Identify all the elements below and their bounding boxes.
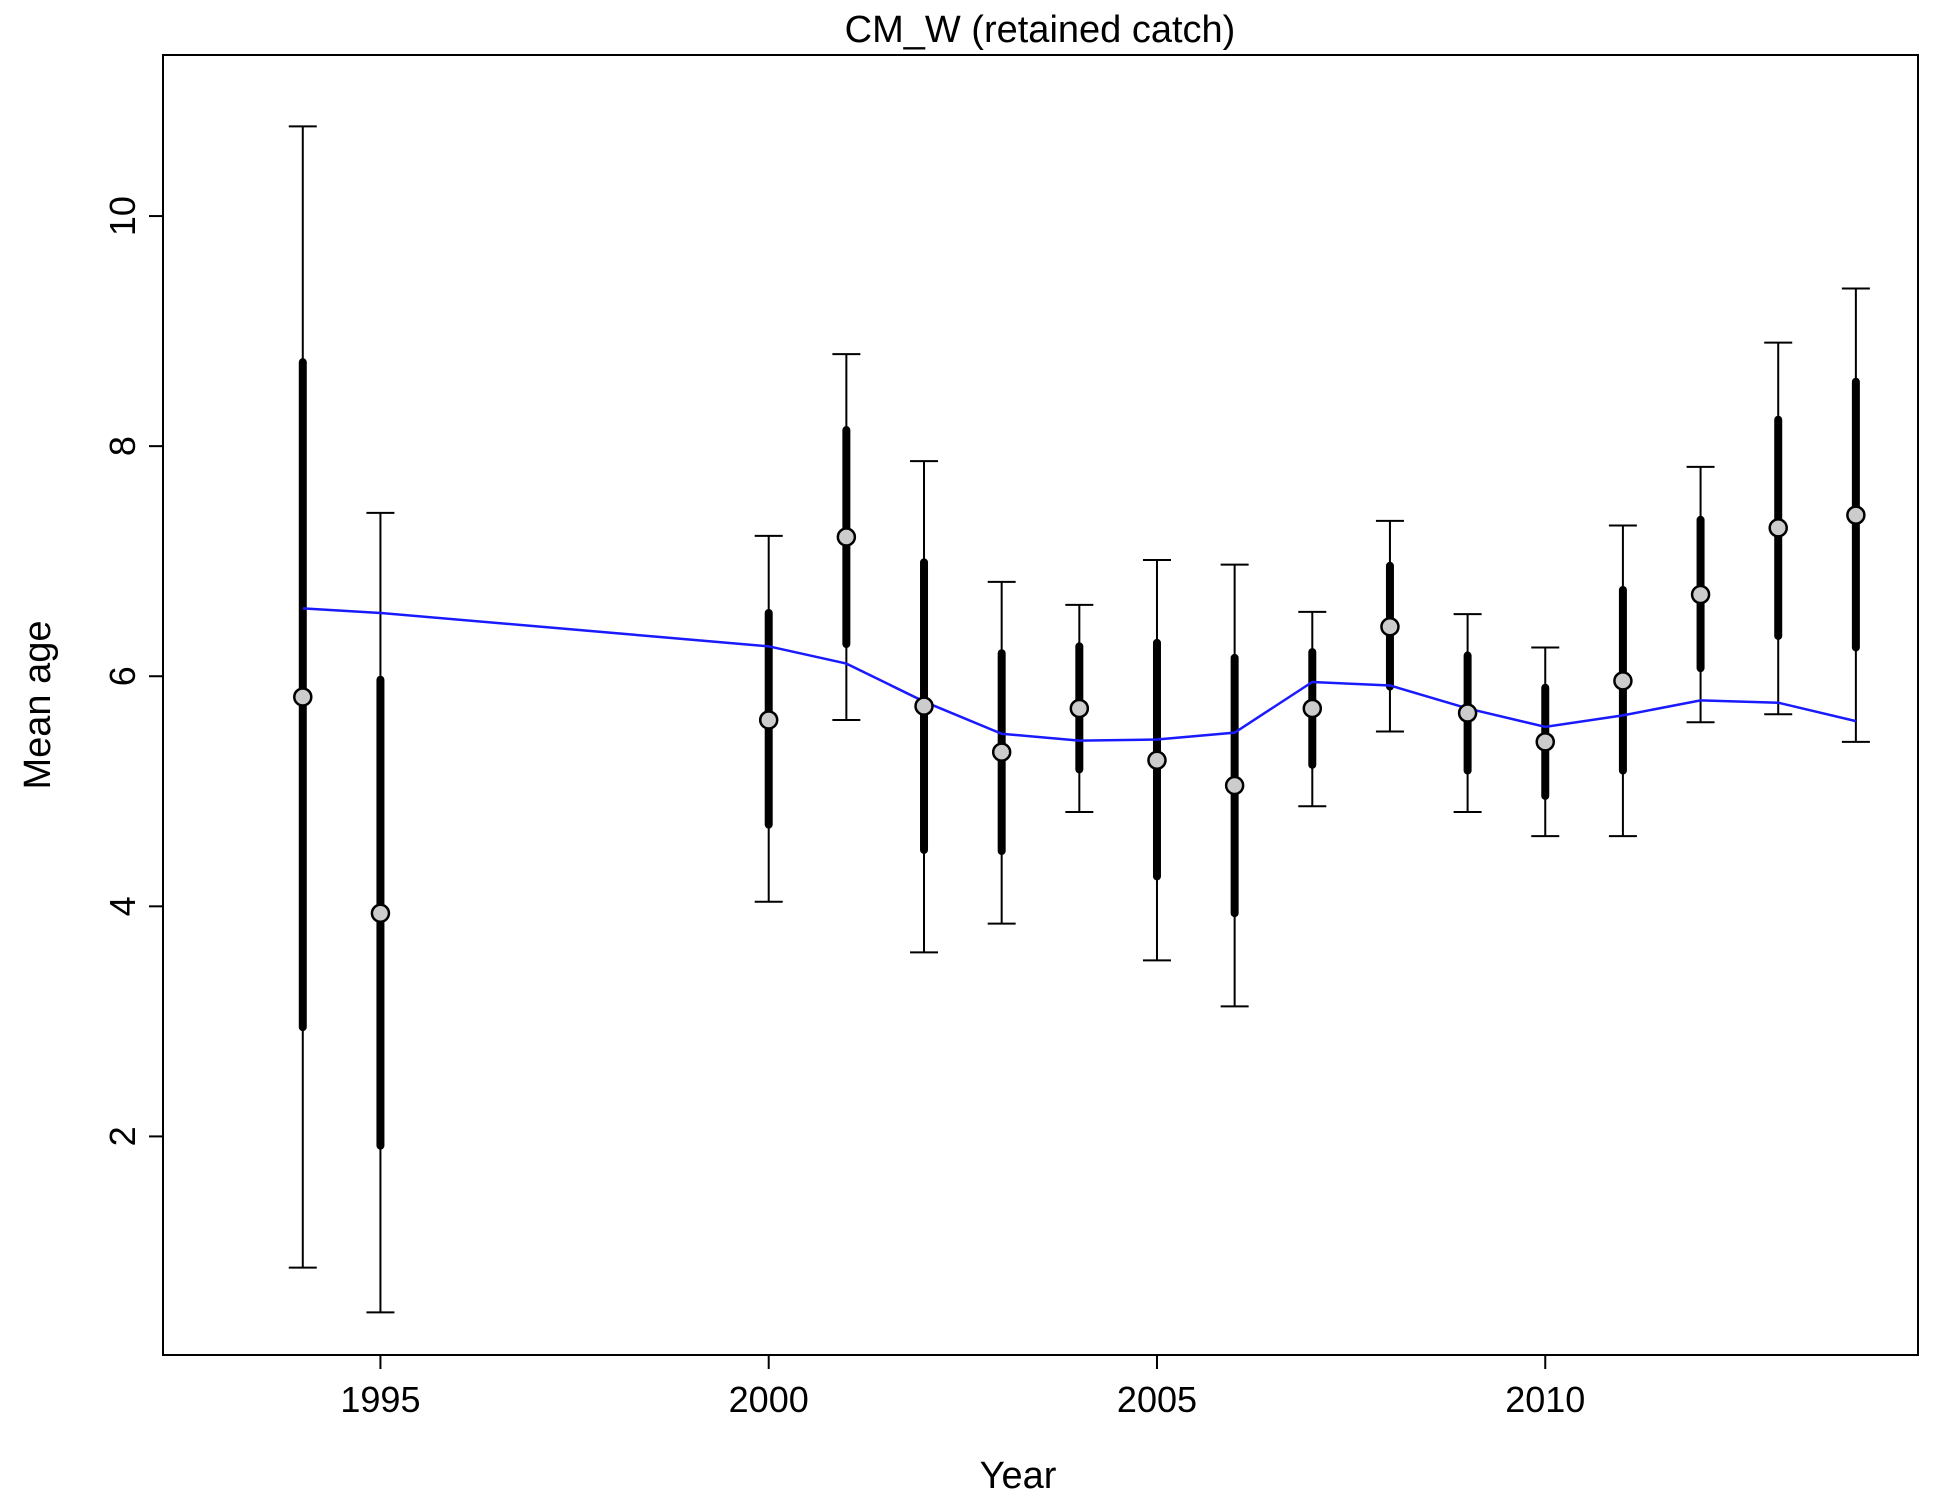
observed-point-1995 — [370, 903, 391, 923]
observed-point-2002 — [914, 696, 934, 716]
observed-point-2005 — [1147, 750, 1167, 770]
observed-point-2003 — [991, 742, 1012, 762]
observed-point-2013 — [1768, 518, 1788, 538]
y-tick-label-2: 2 — [102, 1126, 143, 1146]
observed-point-1994 — [293, 687, 313, 707]
observed-point-2001 — [836, 527, 857, 547]
observed-point-2006 — [1224, 775, 1245, 796]
expected-mean-age-line — [302, 607, 1857, 742]
y-axis: 2 4 6 8 10 — [102, 196, 163, 1146]
x-axis-label: Year — [980, 1455, 1057, 1497]
x-tick-label-1995: 1995 — [340, 1379, 420, 1420]
x-tick-label-2000: 2000 — [729, 1379, 809, 1420]
observed-point-2009 — [1457, 703, 1478, 723]
y-tick-label-6: 6 — [102, 666, 143, 686]
x-axis: 1995 2000 2005 2010 — [340, 1355, 1585, 1420]
observed-point-2004 — [1069, 698, 1090, 719]
observed-point-2007 — [1302, 698, 1323, 719]
plot-frame — [162, 54, 1919, 1356]
chart-title: CM_W (retained catch) — [845, 9, 1236, 51]
observed-point-2014 — [1846, 505, 1866, 525]
data-marks — [288, 125, 1870, 1314]
observed-point-2011 — [1613, 671, 1633, 691]
observed-point-2000 — [758, 710, 779, 730]
observed-point-2008 — [1380, 617, 1400, 637]
y-tick-label-4: 4 — [102, 896, 143, 916]
observed-point-2012 — [1690, 584, 1711, 605]
y-tick-label-8: 8 — [102, 436, 143, 456]
x-tick-label-2005: 2005 — [1117, 1379, 1197, 1420]
y-tick-label-10: 10 — [102, 196, 143, 236]
x-tick-label-2010: 2010 — [1505, 1379, 1585, 1420]
observed-point-2010 — [1535, 732, 1556, 752]
y-axis-label: Mean age — [17, 620, 59, 789]
